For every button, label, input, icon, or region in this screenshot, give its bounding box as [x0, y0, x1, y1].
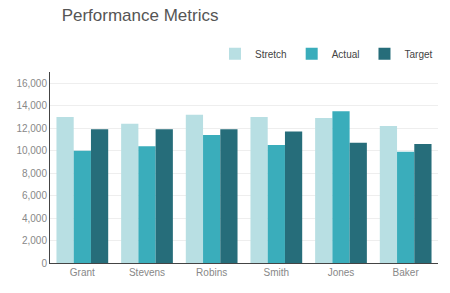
svg-text:4,000: 4,000 — [22, 213, 47, 224]
svg-text:Performance Metrics: Performance Metrics — [62, 6, 219, 25]
svg-text:0: 0 — [41, 258, 47, 269]
svg-text:Stevens: Stevens — [129, 267, 165, 278]
svg-text:Stretch: Stretch — [255, 49, 287, 60]
svg-text:Target: Target — [404, 49, 432, 60]
svg-text:Baker: Baker — [393, 267, 420, 278]
svg-text:16,000: 16,000 — [16, 78, 47, 89]
svg-text:14,000: 14,000 — [16, 100, 47, 111]
svg-text:12,000: 12,000 — [16, 123, 47, 134]
svg-text:Grant: Grant — [70, 267, 95, 278]
svg-text:8,000: 8,000 — [22, 168, 47, 179]
svg-text:10,000: 10,000 — [16, 145, 47, 156]
svg-text:Jones: Jones — [328, 267, 355, 278]
svg-text:Smith: Smith — [264, 267, 290, 278]
svg-text:Robins: Robins — [196, 267, 227, 278]
svg-text:2,000: 2,000 — [22, 235, 47, 246]
svg-text:6,000: 6,000 — [22, 190, 47, 201]
svg-text:Actual: Actual — [332, 49, 360, 60]
